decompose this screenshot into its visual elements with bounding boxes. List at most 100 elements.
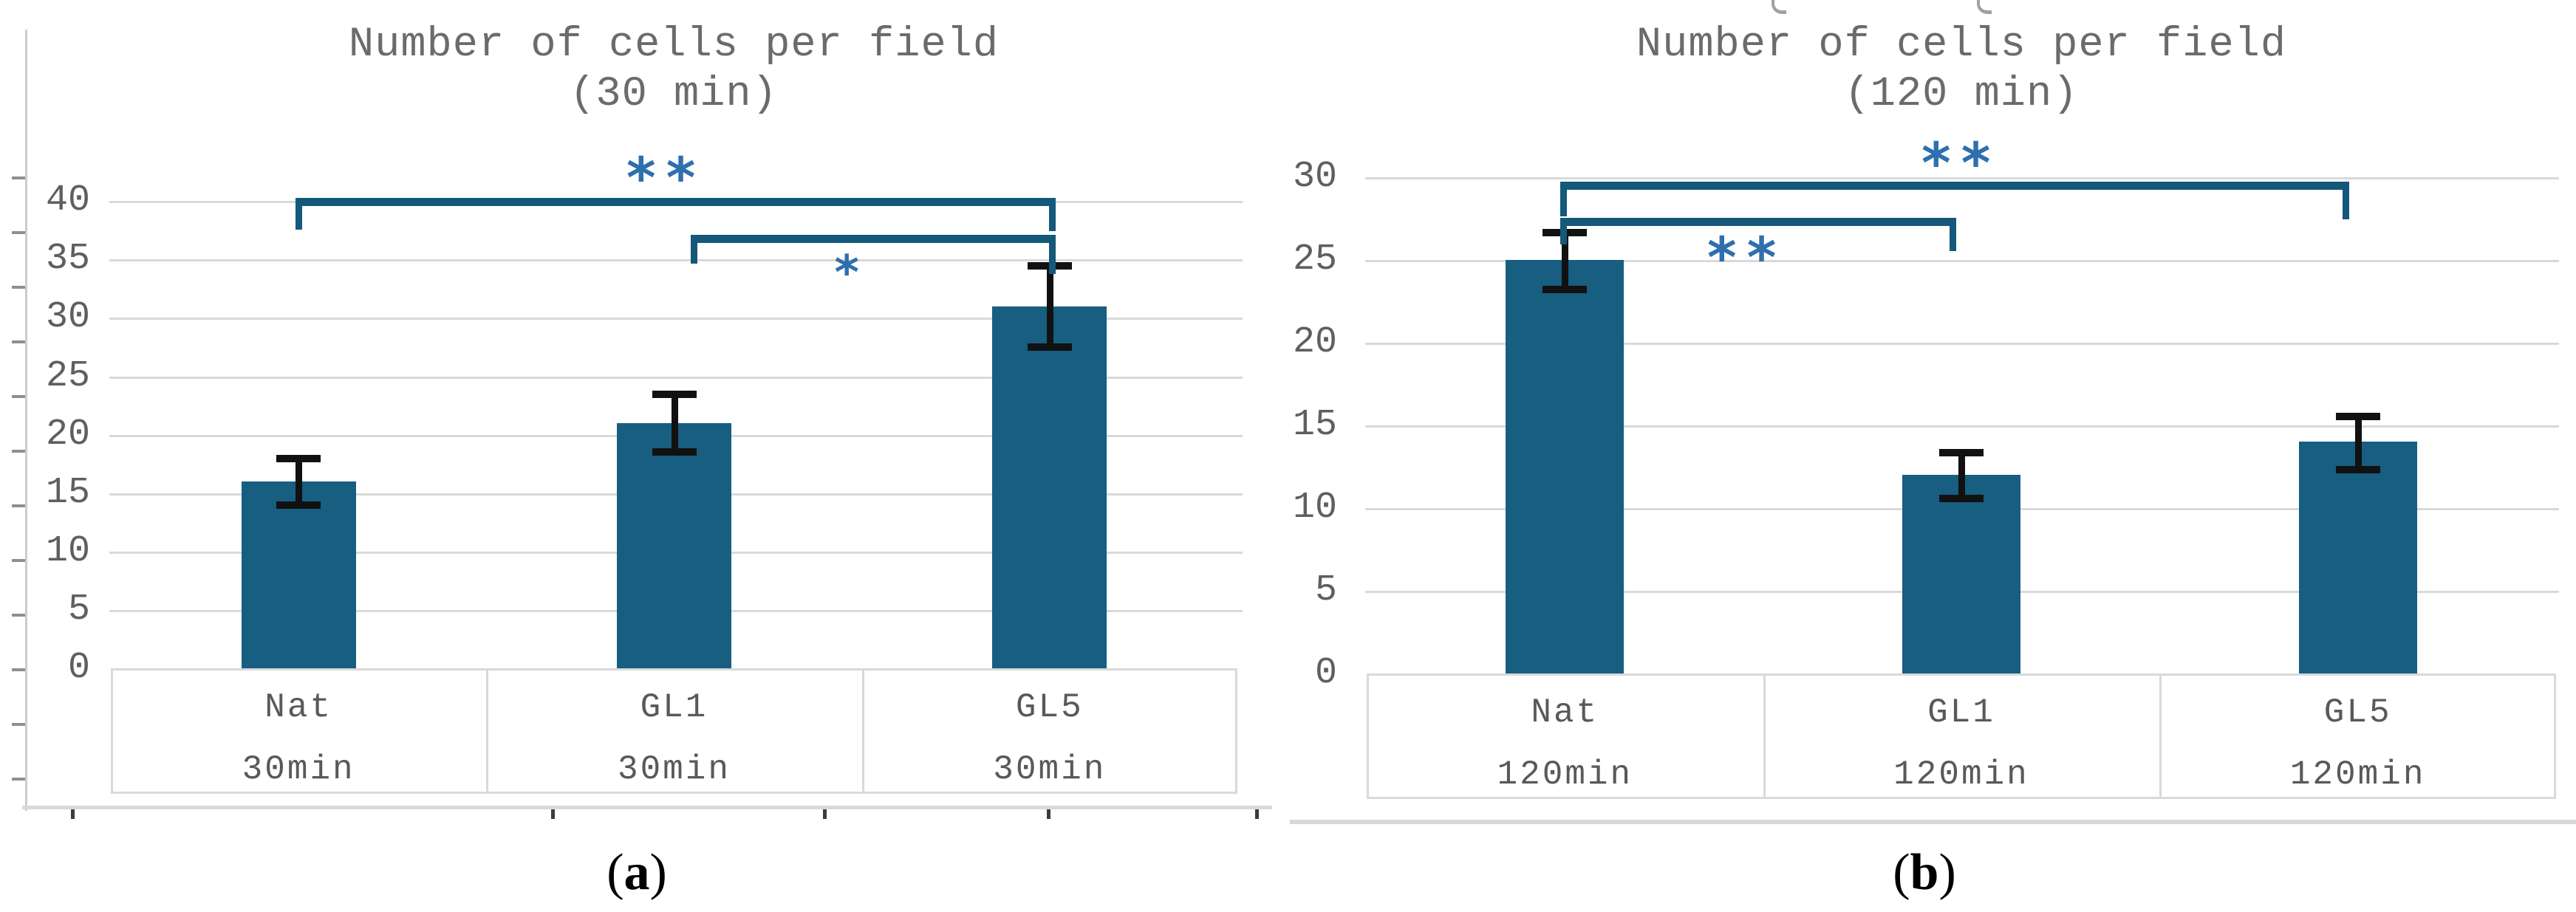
chart-bottom-border	[1290, 820, 2576, 824]
significance-stars: ∗∗	[1919, 125, 1999, 188]
x-axis-tick	[1047, 809, 1050, 819]
bar-gl5	[2298, 442, 2417, 673]
chart-bottom-border	[22, 806, 1272, 809]
caption-a-close-paren: )	[649, 844, 667, 901]
category-axis-table	[111, 668, 1237, 794]
error-bar-cap-top	[1939, 448, 1984, 456]
significance-bracket-nat-gl5-bar	[295, 198, 1056, 206]
axis-minor-tick	[12, 395, 25, 398]
significance-bracket-nat-gl5-bar	[1560, 182, 2349, 190]
y-tick-label: 20	[1292, 321, 1337, 363]
error-bar-cap-bottom	[2335, 466, 2380, 474]
error-bar-cap-bottom	[652, 448, 697, 456]
caption-a-open-paren: (	[607, 844, 624, 901]
significance-bracket-gl1-gl5-hook-right	[1049, 235, 1056, 274]
significance-bracket-nat-gl1-hook-left	[1560, 218, 1567, 244]
category-label-time: 30min	[617, 750, 731, 789]
significance-bracket-nat-gl5-hook-right	[2343, 182, 2349, 219]
axis-minor-tick	[12, 504, 25, 507]
y-tick-label: 5	[67, 588, 90, 631]
y-tick-label: 35	[45, 238, 90, 281]
axis-minor-tick	[12, 723, 25, 726]
gridline-y20	[1365, 343, 2559, 345]
chart-b-title-line1: Number of cells per field	[1636, 21, 2287, 69]
y-tick-label: 5	[1314, 569, 1337, 611]
category-axis-table	[1367, 673, 2556, 799]
significance-stars: ∗	[833, 241, 867, 294]
significance-bracket-nat-gl5-hook-left	[1560, 182, 1567, 216]
category-label-group: GL5	[1015, 688, 1084, 727]
y-tick-label: 25	[45, 354, 90, 397]
axis-minor-tick	[12, 340, 25, 343]
chart-edge-line	[25, 30, 27, 811]
error-bar-cap-top	[2335, 412, 2380, 420]
category-label-group: GL5	[2323, 693, 2392, 732]
gridline-y15	[1365, 425, 2559, 428]
significance-bracket-nat-gl5-hook-right	[1049, 198, 1056, 231]
error-bar-whisker	[1046, 265, 1053, 347]
bar-gl1	[617, 422, 731, 668]
chart-b-title-line2: (120 min)	[1844, 71, 2079, 118]
x-axis-tick	[1255, 809, 1259, 819]
category-cell-divider	[486, 668, 489, 794]
error-bar-cap-top	[276, 455, 321, 463]
x-axis-tick	[71, 809, 75, 819]
y-tick-label: 0	[1314, 652, 1337, 694]
caption-b-open-paren: (	[1893, 844, 1910, 901]
y-tick-label: 30	[45, 296, 90, 339]
significance-bracket-nat-gl5-hook-left	[295, 198, 302, 230]
y-tick-label: 0	[67, 647, 90, 689]
gridline-y25	[109, 376, 1243, 379]
chart-a-title-line1: Number of cells per field	[348, 21, 1000, 69]
cropped-text-fragment	[1772, 0, 1786, 14]
error-bar-cap-bottom	[1542, 286, 1588, 294]
category-label-time: 30min	[242, 750, 355, 789]
axis-minor-tick	[12, 286, 25, 289]
y-tick-label: 10	[45, 529, 90, 572]
category-label-time: 120min	[1497, 755, 1633, 794]
chart-a-title-line2: (30 min)	[570, 71, 778, 118]
category-label-time: 120min	[1893, 755, 2029, 794]
error-bar-cap-bottom	[276, 501, 321, 509]
x-axis-tick	[823, 809, 827, 819]
error-bar-whisker	[295, 458, 303, 505]
gridline-y25	[1365, 260, 2559, 262]
axis-minor-tick	[12, 778, 25, 781]
error-bar-whisker	[1562, 231, 1569, 290]
axis-minor-tick	[12, 614, 25, 617]
significance-stars: ∗∗	[1705, 219, 1785, 283]
y-tick-label: 20	[45, 413, 90, 456]
bar-nat	[241, 481, 356, 668]
caption-b-close-paren: )	[1938, 844, 1956, 901]
category-cell-divider	[2159, 673, 2162, 799]
axis-minor-tick	[12, 450, 25, 453]
significance-bracket-nat-gl1-hook-right	[1950, 218, 1956, 251]
y-tick-label: 30	[1292, 156, 1337, 198]
caption-a-letter: a	[623, 844, 650, 901]
caption-b-letter: b	[1910, 844, 1939, 901]
cropped-text-fragment	[1977, 0, 1992, 14]
category-label-time: 120min	[2289, 755, 2426, 794]
bar-gl1	[1902, 475, 2020, 673]
error-bar-whisker	[2354, 415, 2362, 470]
error-bar-cap-top	[652, 391, 697, 399]
error-bar-cap-bottom	[1939, 494, 1984, 502]
chart-b-title: Number of cells per field (120 min)	[1474, 21, 2449, 120]
axis-minor-tick	[12, 176, 25, 179]
significance-bracket-gl1-gl5-hook-left	[691, 235, 697, 264]
category-label-group: GL1	[1927, 693, 1995, 732]
category-cell-divider	[861, 668, 864, 794]
category-label-group: Nat	[264, 688, 333, 727]
error-bar-whisker	[1958, 451, 1965, 498]
gridline-y35	[109, 259, 1243, 262]
y-tick-label: 10	[1292, 487, 1337, 529]
axis-minor-tick	[12, 668, 25, 671]
axis-minor-tick	[12, 559, 25, 562]
category-cell-divider	[1763, 673, 1766, 799]
bar-gl5	[992, 306, 1107, 668]
caption-b: (b)	[1695, 843, 2153, 902]
category-label-time: 30min	[993, 750, 1107, 789]
y-tick-label: 25	[1292, 239, 1337, 281]
